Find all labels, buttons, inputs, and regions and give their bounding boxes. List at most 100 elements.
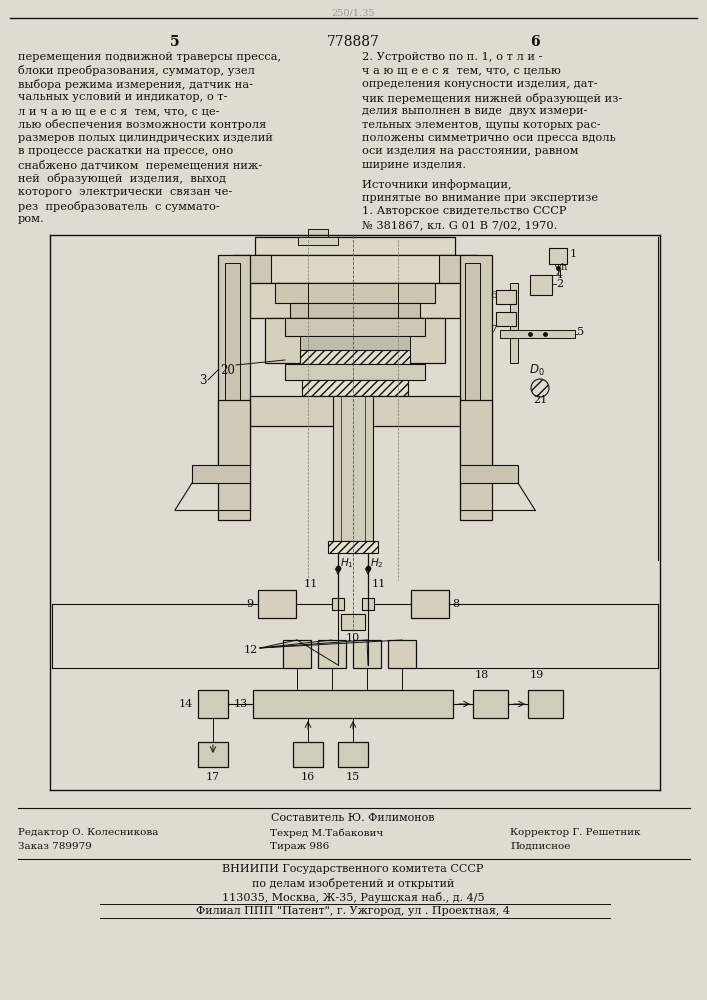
Text: ширине изделия.: ширине изделия.	[362, 160, 466, 170]
Bar	[460, 255, 492, 465]
Text: 10: 10	[346, 633, 360, 643]
Text: рез  преобразователь  с суммато-: рез преобразователь с суммато-	[18, 200, 220, 212]
Text: делия выполнен в виде  двух измери-: делия выполнен в виде двух измери-	[362, 106, 588, 116]
Text: принятые во внимание при экспертизе: принятые во внимание при экспертизе	[362, 193, 598, 203]
Bar	[473, 690, 508, 718]
Bar	[285, 318, 425, 336]
Text: 19: 19	[530, 670, 544, 680]
Bar	[218, 255, 250, 465]
Bar	[338, 742, 368, 767]
Bar	[460, 400, 492, 520]
Text: 17: 17	[206, 772, 220, 782]
Text: ром.: ром.	[18, 214, 45, 224]
Text: 5: 5	[577, 327, 584, 337]
Text: № 381867, кл. G 01 B 7/02, 1970.: № 381867, кл. G 01 B 7/02, 1970.	[362, 220, 557, 230]
Text: 4: 4	[556, 270, 563, 280]
Bar	[353, 640, 381, 668]
Text: по делам изобретений и открытий: по делам изобретений и открытий	[252, 878, 454, 889]
Text: выбора режима измерения, датчик на-: выбора режима измерения, датчик на-	[18, 79, 253, 90]
Text: в процессе раскатки на прессе, оно: в процессе раскатки на прессе, оно	[18, 146, 233, 156]
Bar	[250, 283, 460, 318]
Bar	[411, 590, 449, 618]
Text: Техред М.Табакович: Техред М.Табакович	[270, 828, 383, 838]
Bar	[332, 598, 344, 610]
Bar	[300, 350, 410, 364]
Text: Составитель Ю. Филимонов: Составитель Ю. Филимонов	[271, 813, 435, 823]
Text: 15: 15	[346, 772, 360, 782]
Bar	[318, 640, 346, 668]
Bar	[192, 465, 250, 483]
Text: h: h	[561, 263, 567, 272]
Text: 14: 14	[179, 699, 193, 709]
Bar	[496, 312, 516, 326]
Bar	[496, 290, 516, 304]
Bar	[233, 255, 271, 283]
Bar	[285, 364, 425, 380]
Text: $H_2$: $H_2$	[370, 556, 384, 570]
Text: 21: 21	[533, 395, 547, 405]
Text: 1. Авторское свидетельство СССР: 1. Авторское свидетельство СССР	[362, 207, 566, 217]
Text: блоки преобразования, сумматор, узел: блоки преобразования, сумматор, узел	[18, 66, 255, 77]
Bar	[460, 465, 518, 483]
Bar	[500, 330, 575, 338]
Text: Источники информации,: Источники информации,	[362, 180, 512, 190]
Bar	[439, 255, 477, 283]
Text: размеров полых цилиндрических изделий: размеров полых цилиндрических изделий	[18, 133, 273, 143]
Bar	[290, 303, 420, 318]
Bar	[225, 263, 240, 458]
Bar	[198, 742, 228, 767]
Text: которого  электрически  связан че-: которого электрически связан че-	[18, 187, 233, 197]
Bar	[255, 237, 455, 255]
Bar	[265, 318, 445, 363]
Text: 12: 12	[244, 645, 258, 655]
Bar	[465, 263, 480, 458]
Text: 6: 6	[491, 292, 497, 300]
Bar	[388, 640, 416, 668]
Text: 2. Устройство по п. 1, о т л и -: 2. Устройство по п. 1, о т л и -	[362, 52, 542, 62]
Text: ч а ю щ е е с я  тем, что, с целью: ч а ю щ е е с я тем, что, с целью	[362, 66, 561, 76]
Text: Корректор Г. Решетник: Корректор Г. Решетник	[510, 828, 641, 837]
Text: Заказ 789979: Заказ 789979	[18, 842, 92, 851]
Text: тельных элементов, щупы которых рас-: тельных элементов, щупы которых рас-	[362, 119, 601, 129]
Bar	[233, 255, 477, 283]
Bar	[528, 690, 563, 718]
Bar	[298, 237, 338, 245]
Text: снабжено датчиком  перемещения ниж-: снабжено датчиком перемещения ниж-	[18, 160, 262, 171]
Bar	[530, 275, 552, 295]
Text: чальных условий и индикатор, о т-: чальных условий и индикатор, о т-	[18, 93, 228, 103]
Bar	[328, 541, 378, 553]
Bar	[302, 380, 408, 396]
Text: 113035, Москва, Ж-35, Раушская наб., д. 4/5: 113035, Москва, Ж-35, Раушская наб., д. …	[222, 892, 484, 903]
Bar	[198, 690, 228, 718]
Bar	[510, 283, 518, 363]
Bar	[275, 283, 435, 303]
Text: 9: 9	[246, 599, 253, 609]
Text: чик перемещения нижней образующей из-: чик перемещения нижней образующей из-	[362, 93, 622, 104]
Text: 16: 16	[301, 772, 315, 782]
Bar	[218, 400, 250, 520]
Text: 7: 7	[491, 324, 497, 334]
Text: 8: 8	[452, 599, 459, 609]
Text: перемещения подвижной траверсы пресса,: перемещения подвижной траверсы пресса,	[18, 52, 281, 62]
Text: 13: 13	[234, 699, 248, 709]
Bar	[308, 229, 328, 237]
Bar	[293, 742, 323, 767]
Text: 6: 6	[530, 35, 540, 49]
Text: оси изделия на расстоянии, равном: оси изделия на расстоянии, равном	[362, 146, 578, 156]
Text: Редактор О. Колесникова: Редактор О. Колесникова	[18, 828, 158, 837]
Bar	[362, 598, 374, 610]
Text: 2: 2	[556, 279, 563, 289]
Text: 18: 18	[475, 670, 489, 680]
Text: л и ч а ю щ е е с я  тем, что, с це-: л и ч а ю щ е е с я тем, что, с це-	[18, 106, 219, 116]
Text: 250/1.35: 250/1.35	[332, 8, 375, 17]
Text: лью обеспечения возможности контроля: лью обеспечения возможности контроля	[18, 119, 267, 130]
Text: 11: 11	[372, 579, 386, 589]
Text: 778887: 778887	[327, 35, 380, 49]
Text: ней  образующей  изделия,  выход: ней образующей изделия, выход	[18, 174, 226, 184]
Text: 1: 1	[570, 249, 577, 259]
Text: $H_1$: $H_1$	[340, 556, 354, 570]
Bar	[250, 396, 460, 426]
Text: положены симметрично оси пресса вдоль: положены симметрично оси пресса вдоль	[362, 133, 616, 143]
Text: $D_0$: $D_0$	[529, 362, 544, 378]
Text: 3: 3	[199, 373, 207, 386]
